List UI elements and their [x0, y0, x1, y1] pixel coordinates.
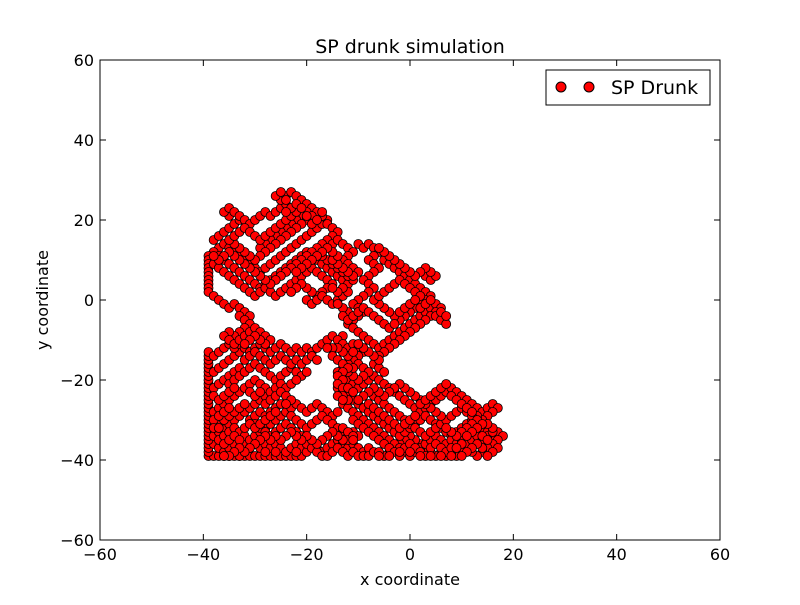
data-point	[239, 399, 250, 409]
x-tick-label: −20	[290, 545, 324, 564]
data-point	[312, 215, 322, 225]
data-point	[410, 411, 421, 421]
data-point	[451, 443, 462, 453]
data-point	[208, 251, 219, 261]
y-tick-label: 0	[84, 291, 94, 310]
legend: SP Drunk	[545, 69, 711, 106]
data-point	[239, 339, 250, 349]
legend-marker-right	[583, 81, 595, 93]
y-tick-label: 20	[74, 211, 94, 230]
legend-marker-left	[555, 81, 567, 93]
data-point	[291, 267, 302, 277]
data-point	[255, 387, 266, 397]
data-point	[394, 447, 405, 457]
data-point	[482, 435, 493, 445]
data-point	[286, 287, 297, 297]
data-point	[281, 207, 291, 217]
data-point	[456, 451, 467, 461]
data-point	[410, 295, 421, 305]
data-point	[461, 431, 472, 441]
y-tick-label: 40	[74, 131, 94, 150]
y-tick-label: −60	[60, 531, 94, 550]
points-layer	[203, 187, 508, 461]
x-tick-label: 20	[503, 545, 523, 564]
data-point	[482, 451, 493, 461]
data-point	[213, 423, 224, 433]
data-point	[348, 347, 359, 357]
x-tick-label: 60	[710, 545, 730, 564]
data-point	[441, 311, 452, 321]
data-point	[436, 451, 446, 461]
data-point	[296, 203, 307, 213]
data-point	[425, 295, 436, 305]
x-tick-label: −40	[186, 545, 220, 564]
data-point	[219, 451, 229, 461]
data-point	[322, 343, 333, 353]
data-point	[291, 375, 302, 385]
data-point	[224, 403, 235, 413]
data-point	[317, 207, 328, 217]
y-tick-label: 60	[74, 51, 94, 70]
x-tick-label: 40	[606, 545, 626, 564]
data-point	[379, 367, 390, 377]
data-point	[327, 283, 338, 293]
data-point	[275, 187, 286, 197]
data-point	[425, 451, 436, 461]
data-point	[270, 407, 281, 417]
data-point	[348, 435, 359, 445]
x-tick-label: −60	[83, 545, 117, 564]
data-point	[415, 451, 426, 461]
data-point	[467, 407, 477, 417]
data-point	[332, 407, 343, 417]
chart-title: SP drunk simulation	[315, 36, 505, 58]
data-point	[332, 299, 343, 309]
data-point	[337, 395, 348, 405]
data-point	[281, 399, 291, 409]
data-point	[270, 447, 281, 457]
data-point	[374, 243, 384, 253]
y-axis-label: y coordinate	[33, 250, 52, 350]
data-point	[441, 379, 452, 389]
data-point	[260, 447, 271, 457]
data-point	[301, 367, 312, 377]
data-point	[229, 383, 240, 393]
y-tick-label: −40	[60, 451, 94, 470]
data-point	[405, 447, 415, 457]
data-point	[348, 387, 359, 397]
data-point	[446, 451, 457, 461]
data-point	[301, 211, 312, 221]
data-point	[281, 195, 291, 205]
data-point	[374, 451, 384, 461]
data-point	[291, 447, 302, 457]
data-point	[389, 319, 400, 329]
data-point	[312, 355, 322, 365]
data-point	[384, 451, 395, 461]
data-point	[353, 339, 364, 349]
y-tick-label: −20	[60, 371, 94, 390]
data-point	[353, 395, 364, 405]
data-point	[441, 423, 452, 433]
legend-label-sp-drunk: SP Drunk	[611, 77, 698, 99]
x-axis-label: x coordinate	[360, 570, 460, 589]
x-tick-label: 0	[405, 545, 415, 564]
ticks-layer: −60 −40 −20 0 20 40 60 −60 −40 −20 0 20 40 60	[60, 51, 730, 564]
legend-box	[545, 69, 711, 106]
